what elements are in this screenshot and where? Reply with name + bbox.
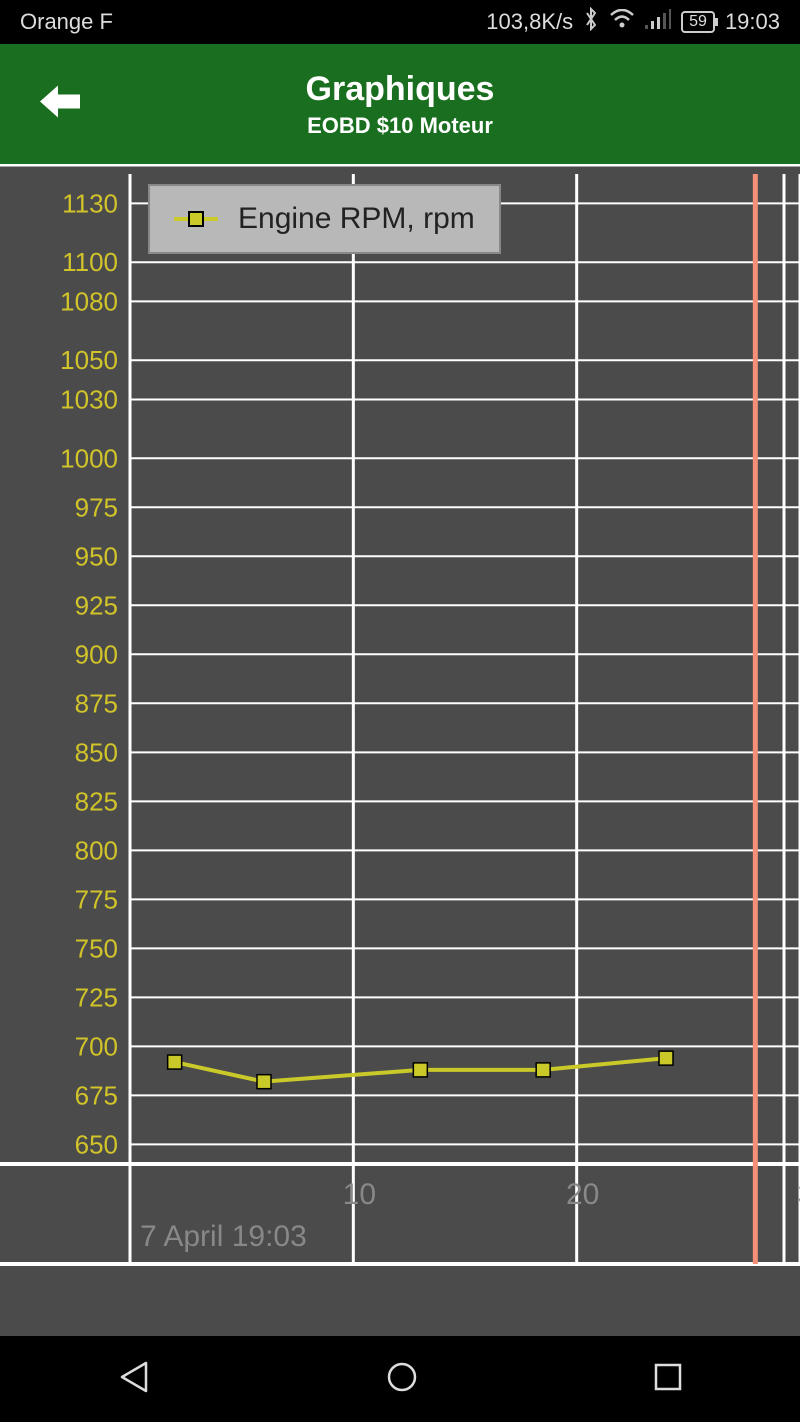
svg-text:1030: 1030 xyxy=(60,384,118,414)
svg-text:1080: 1080 xyxy=(60,286,118,316)
svg-text:1100: 1100 xyxy=(62,247,118,277)
page-subtitle: EOBD $10 Moteur xyxy=(0,113,800,139)
app-header: Graphiques EOBD $10 Moteur xyxy=(0,44,800,164)
svg-text:7 April 19:03: 7 April 19:03 xyxy=(140,1220,307,1253)
svg-text:700: 700 xyxy=(75,1031,118,1061)
carrier-label: Orange F xyxy=(20,9,486,35)
chart-legend: Engine RPM, rpm xyxy=(148,184,501,254)
legend-label: Engine RPM, rpm xyxy=(238,202,475,236)
svg-text:875: 875 xyxy=(75,688,118,718)
svg-text:825: 825 xyxy=(75,786,118,816)
svg-text:925: 925 xyxy=(75,590,118,620)
nav-back-button[interactable] xyxy=(116,1359,152,1400)
battery-pct: 59 xyxy=(689,13,707,30)
svg-text:675: 675 xyxy=(75,1080,118,1110)
nav-home-button[interactable] xyxy=(384,1359,420,1400)
legend-marker-icon xyxy=(174,217,218,221)
status-right: 103,8K/s 59 19:03 xyxy=(486,7,780,37)
signal-icon xyxy=(645,9,671,35)
android-nav-bar xyxy=(0,1336,800,1422)
svg-text:1000: 1000 xyxy=(60,443,118,473)
svg-text:775: 775 xyxy=(75,884,118,914)
rpm-chart: 650 675 700 725 750 775 800 825 850 875 900 925 950 9… xyxy=(0,164,800,1336)
wifi-icon xyxy=(609,9,635,35)
bluetooth-icon xyxy=(583,7,599,37)
battery-icon: 59 xyxy=(681,11,715,33)
svg-text:20: 20 xyxy=(566,1178,599,1211)
svg-text:800: 800 xyxy=(75,835,118,865)
svg-text:10: 10 xyxy=(343,1178,376,1211)
svg-text:650: 650 xyxy=(75,1129,118,1159)
nav-recent-button[interactable] xyxy=(652,1361,684,1398)
svg-text:950: 950 xyxy=(75,541,118,571)
svg-text:750: 750 xyxy=(75,933,118,963)
svg-text:900: 900 xyxy=(75,639,118,669)
netspeed-label: 103,8K/s xyxy=(486,9,573,35)
page-title: Graphiques xyxy=(0,70,800,109)
svg-text:975: 975 xyxy=(75,492,118,522)
svg-text:1050: 1050 xyxy=(60,345,118,375)
back-button[interactable] xyxy=(40,84,80,125)
clock-label: 19:03 xyxy=(725,9,780,35)
svg-text:850: 850 xyxy=(75,737,118,767)
svg-text:1130: 1130 xyxy=(62,188,118,218)
status-bar: Orange F 103,8K/s 59 19:03 xyxy=(0,0,800,44)
svg-text:725: 725 xyxy=(75,982,118,1012)
header-titles: Graphiques EOBD $10 Moteur xyxy=(0,70,800,139)
chart-area[interactable]: 650 675 700 725 750 775 800 825 850 875 900 925 950 9… xyxy=(0,164,800,1336)
